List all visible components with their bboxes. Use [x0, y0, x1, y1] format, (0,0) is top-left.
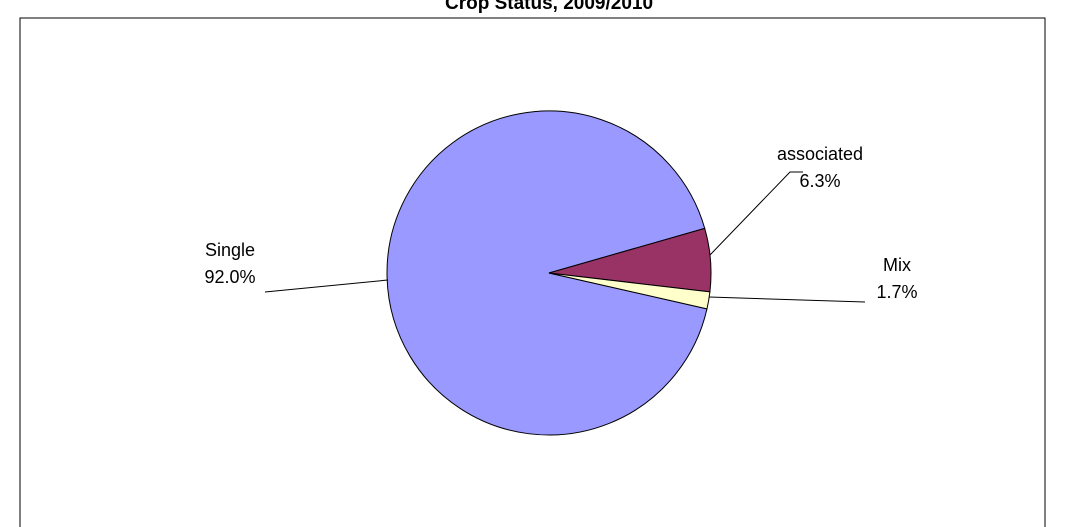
slice-label: Single: [205, 240, 255, 260]
slice-value-label: 92.0%: [204, 267, 255, 287]
slice-label: Mix: [883, 255, 911, 275]
leader-line: [264, 279, 389, 293]
chart-title: Crop Status, 2009/2010: [445, 0, 653, 14]
pie-slice: [548, 272, 711, 310]
slice-value-label: 6.3%: [799, 171, 840, 191]
leader-line: [708, 296, 866, 303]
slice-label: associated: [777, 144, 863, 164]
pie-slice: [386, 110, 708, 436]
leader-line: [709, 171, 803, 256]
slice-value-label: 1.7%: [876, 282, 917, 302]
